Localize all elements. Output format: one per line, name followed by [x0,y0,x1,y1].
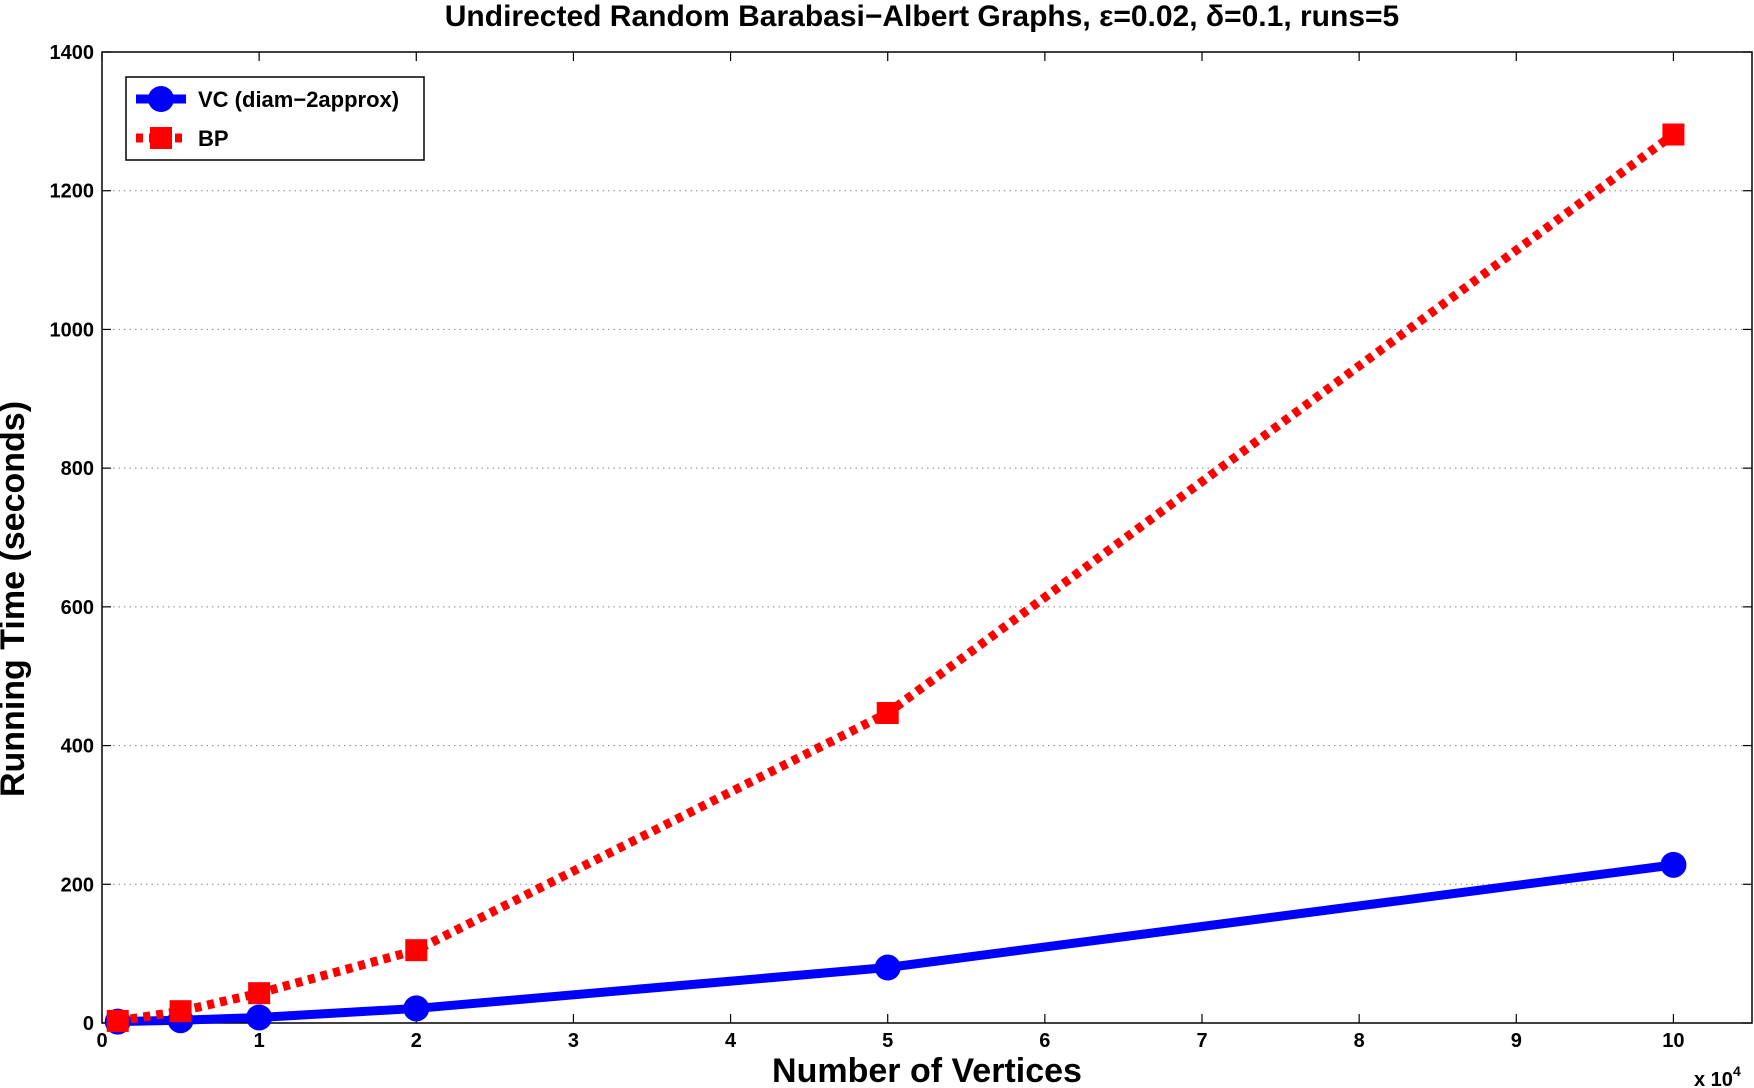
data-point-1 [248,982,271,1005]
data-point-0 [1660,851,1687,878]
data-point-1 [876,701,899,724]
data-point-0 [874,954,901,981]
y-tick-label: 1400 [50,42,95,64]
y-tick-label: 600 [61,597,94,619]
x-tick-label: 2 [411,1030,422,1052]
y-tick-label: 0 [83,1013,94,1035]
x-tick-label: 10 [1662,1030,1684,1052]
legend-marker-bp [150,127,172,149]
legend-box [125,76,425,161]
y-tick-label: 1200 [50,181,95,203]
x-tick-label: 5 [882,1030,893,1052]
x-tick-label: 8 [1354,1030,1365,1052]
x-tick-label: 9 [1511,1030,1522,1052]
data-point-1 [1662,123,1685,146]
y-axis-title: Running Time (seconds) [0,401,32,797]
y-tick-label: 1000 [50,319,95,341]
series-line-0 [117,860,1675,1027]
plot-frame [101,51,1753,1024]
legend-label-vc: VC (diam−2approx) [198,87,399,112]
legend-marker-vc [148,86,174,112]
x-tick-label: 6 [1039,1030,1050,1052]
data-point-1 [169,1000,192,1023]
data-point-1 [106,1009,129,1032]
series-line-1 [117,130,1677,1026]
y-tick-label: 200 [61,874,94,896]
x-tick-label: 4 [725,1030,737,1052]
x-axis-title: Number of Vertices [772,1052,1082,1088]
x-tick-label: 1 [254,1030,265,1052]
x-tick-label: 7 [1196,1030,1207,1052]
legend-label-bp: BP [198,126,229,151]
legend: VC (diam−2approx) BP [125,76,425,161]
y-tick-label: 400 [61,736,94,758]
data-point-0 [246,1004,273,1031]
data-point-0 [403,995,430,1022]
x-axis-multiplier: x 104 [1694,1063,1741,1088]
gridlines [102,190,1752,885]
series-layer [104,123,1687,1035]
axis-ticks: 0 200 400 600 800 1000 1200 1400 0 1 2 3 4 5 6 7 8 9 10 [50,42,1752,1052]
x-tick-label: 3 [568,1030,579,1052]
x-tick-label: 0 [96,1030,107,1052]
data-point-1 [405,939,428,962]
y-tick-label: 800 [61,458,94,480]
chart-title: Undirected Random Barabasi−Albert Graphs… [445,0,1399,33]
